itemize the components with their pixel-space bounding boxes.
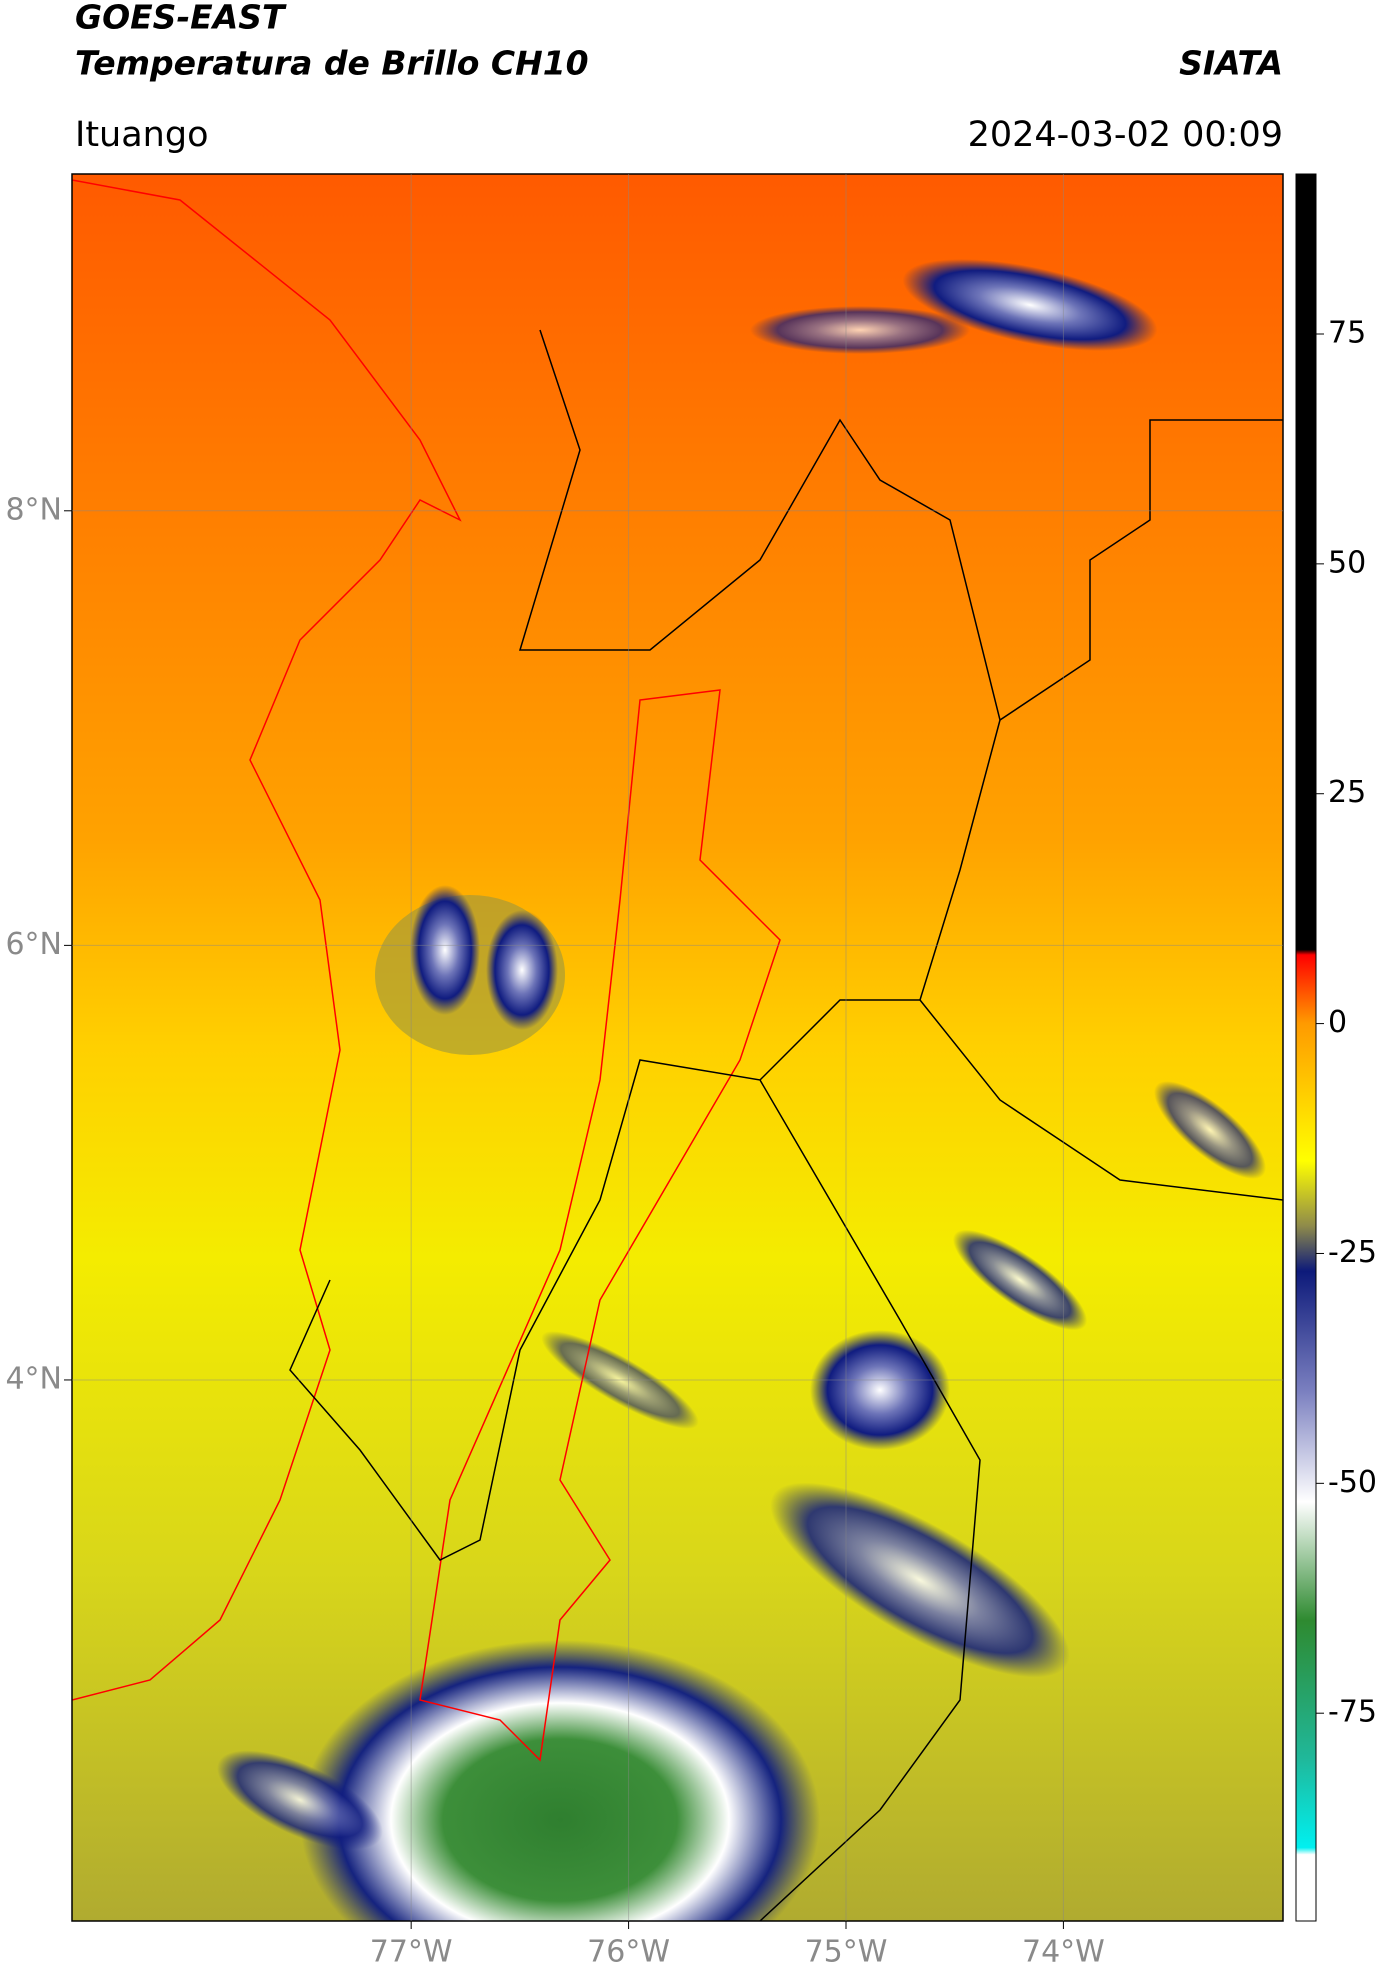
coastline bbox=[72, 179, 462, 1701]
y-tick-label: 6°N bbox=[5, 927, 62, 962]
colorbar-tick-label: 50 bbox=[1328, 545, 1366, 580]
source: SIATA bbox=[1179, 44, 1283, 83]
cloud bbox=[810, 1330, 950, 1450]
cloud bbox=[770, 1482, 1070, 1678]
cloud bbox=[902, 259, 1158, 351]
x-tick-label: 76°W bbox=[587, 1935, 670, 1970]
y-tick-label: 8°N bbox=[5, 492, 62, 527]
cloud bbox=[300, 1640, 820, 1921]
cloud bbox=[217, 1750, 383, 1850]
boundaries bbox=[289, 329, 1283, 1921]
map-background bbox=[72, 174, 1283, 1921]
colorbar-tick-label: -75 bbox=[1328, 1695, 1377, 1730]
colorbar-tick-label: -50 bbox=[1328, 1465, 1377, 1500]
cloud bbox=[486, 910, 558, 1030]
cloud bbox=[410, 885, 480, 1015]
x-tick-label: 77°W bbox=[370, 1935, 453, 1970]
datetime: 2024-03-02 00:09 bbox=[968, 115, 1283, 155]
subtitle: Temperatura de Brillo CH10 bbox=[75, 44, 589, 83]
colorbar-tick-label: -25 bbox=[1328, 1235, 1377, 1270]
colorbar-tick-label: 75 bbox=[1328, 315, 1366, 350]
y-tick-label: 4°N bbox=[5, 1361, 62, 1396]
cloud bbox=[750, 306, 970, 354]
colorbar-tick-label: 0 bbox=[1328, 1005, 1347, 1040]
colorbar bbox=[1295, 173, 1317, 1922]
cloud bbox=[541, 1331, 699, 1429]
x-tick-label: 74°W bbox=[1022, 1935, 1105, 1970]
colorbar-tick-label: 25 bbox=[1328, 775, 1366, 810]
map-imagery bbox=[72, 174, 1283, 1921]
x-tick-label: 75°W bbox=[805, 1935, 888, 1970]
location: Ituango bbox=[75, 115, 209, 155]
map-frame bbox=[71, 173, 1284, 1922]
cloud bbox=[952, 1229, 1088, 1331]
watershed-outline bbox=[419, 689, 781, 1762]
cloud bbox=[1154, 1081, 1266, 1179]
title: GOES-EAST bbox=[75, 0, 287, 37]
